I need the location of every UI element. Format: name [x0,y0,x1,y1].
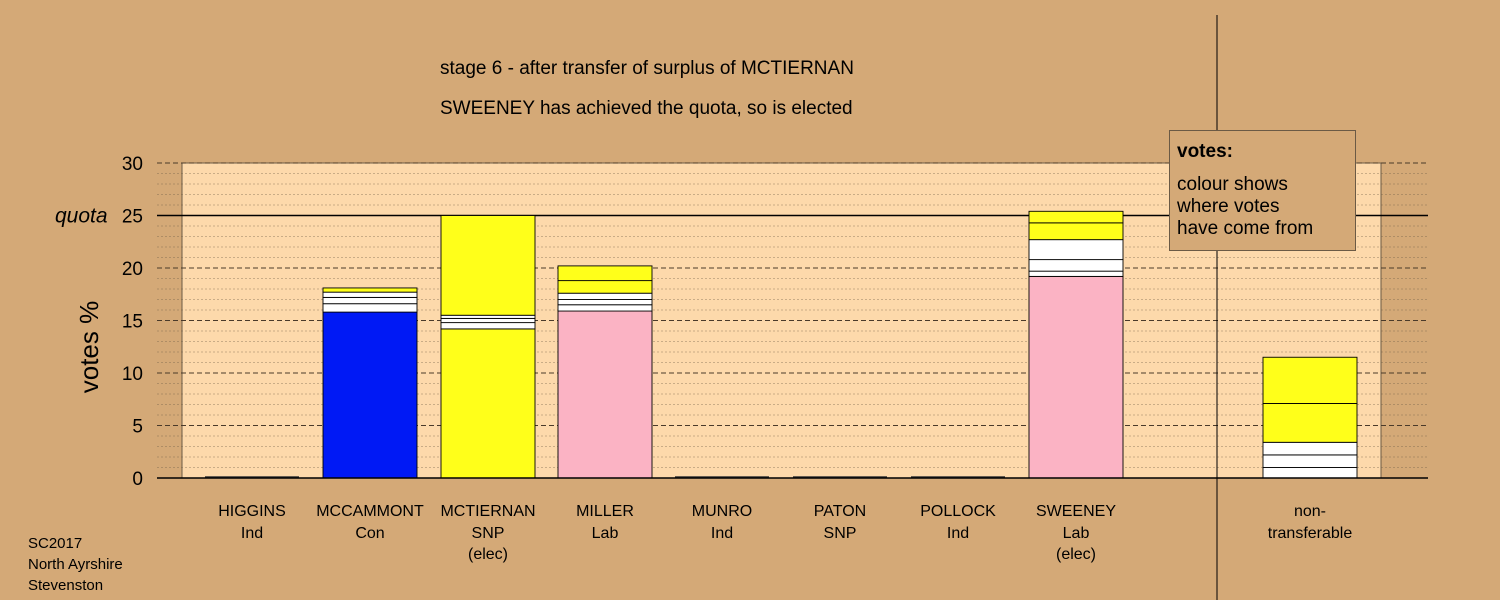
quota-label: quota [55,205,108,228]
footer-election: SC2017 [28,535,83,552]
bar-nontransferable-segment [1262,356,1358,404]
bar-mccammont-segment [322,303,418,313]
candidate-party-label: Ind [711,525,733,542]
nontransferable-label-1: non- [1294,503,1326,520]
candidate-name-label: POLLOCK [920,503,996,520]
bar-nontransferable-segment [1262,403,1358,443]
y-tick-label: 30 [122,154,143,175]
legend-line-3: have come from [1177,218,1314,239]
y-tick-label: 5 [132,417,143,438]
candidate-party-label: Con [355,525,384,542]
legend-box: votes: colour shows where votes have com… [1169,130,1356,251]
candidate-party-label: Ind [241,525,263,542]
bar-mccammont-segment [322,311,418,479]
chart-title: stage 6 - after transfer of surplus of M… [440,58,854,79]
candidate-party-label: Lab [1063,525,1090,542]
bar-mctiernan-segment [440,317,536,324]
footer-council: North Ayrshire [28,556,123,573]
legend-title: votes: [1177,141,1233,162]
y-tick-label: 25 [122,207,143,228]
bar-sweeney-segment [1028,222,1124,241]
bar-sweeney-segment [1028,239,1124,261]
y-tick-label: 0 [132,469,143,490]
bar-mctiernan-segment [440,322,536,330]
chart-subtitle: SWEENEY has achieved the quota, so is el… [440,98,853,119]
bar-miller-segment [557,265,653,282]
bar-mccammont-segment [322,287,418,293]
y-tick-label: 10 [122,364,143,385]
candidate-name-label: PATON [814,503,866,520]
candidate-party-label: SNP [472,525,505,542]
candidate-name-label: MUNRO [692,503,752,520]
bar-sweeney-segment [1028,275,1124,479]
y-axis-label: votes % [74,301,104,394]
bar-mccammont-segment [322,291,418,298]
bar-miller-segment [557,304,653,312]
bar-mctiernan-segment [440,328,536,479]
candidate-status-label: (elec) [1056,546,1096,563]
bar-nontransferable-segment [1262,441,1358,456]
nontransferable-label-2: transferable [1268,525,1353,542]
bar-mccammont-segment [322,296,418,305]
bar-nontransferable-segment [1262,467,1358,479]
bar-sweeney-segment [1028,259,1124,272]
bar-miller-segment [557,310,653,479]
bar-mctiernan-segment [440,314,536,319]
bar-sweeney-segment [1028,270,1124,277]
bar-miller-segment [557,299,653,306]
candidate-name-label: MILLER [576,503,634,520]
candidate-name-label: MCCAMMONT [316,503,424,520]
candidate-name-label: HIGGINS [218,503,286,520]
footer-ward: Stevenston [28,577,104,594]
candidate-party-label: Lab [592,525,619,542]
legend-line-2: where votes [1177,196,1280,217]
candidate-party-label: Ind [947,525,969,542]
candidate-name-label: MCTIERNAN [440,503,535,520]
candidate-name-label: SWEENEY [1036,503,1116,520]
bar-mctiernan-segment [440,215,536,316]
bar-nontransferable-segment [1262,454,1358,468]
footer-info: SC2017 North Ayrshire Stevenston [28,533,123,596]
bar-miller-segment [557,280,653,294]
y-tick-label: 20 [122,259,143,280]
candidate-status-label: (elec) [468,546,508,563]
candidate-party-label: SNP [824,525,857,542]
legend-line-1: colour shows [1177,174,1288,195]
y-tick-label: 15 [122,312,143,333]
bar-miller-segment [557,292,653,300]
bar-sweeney-segment [1028,210,1124,224]
